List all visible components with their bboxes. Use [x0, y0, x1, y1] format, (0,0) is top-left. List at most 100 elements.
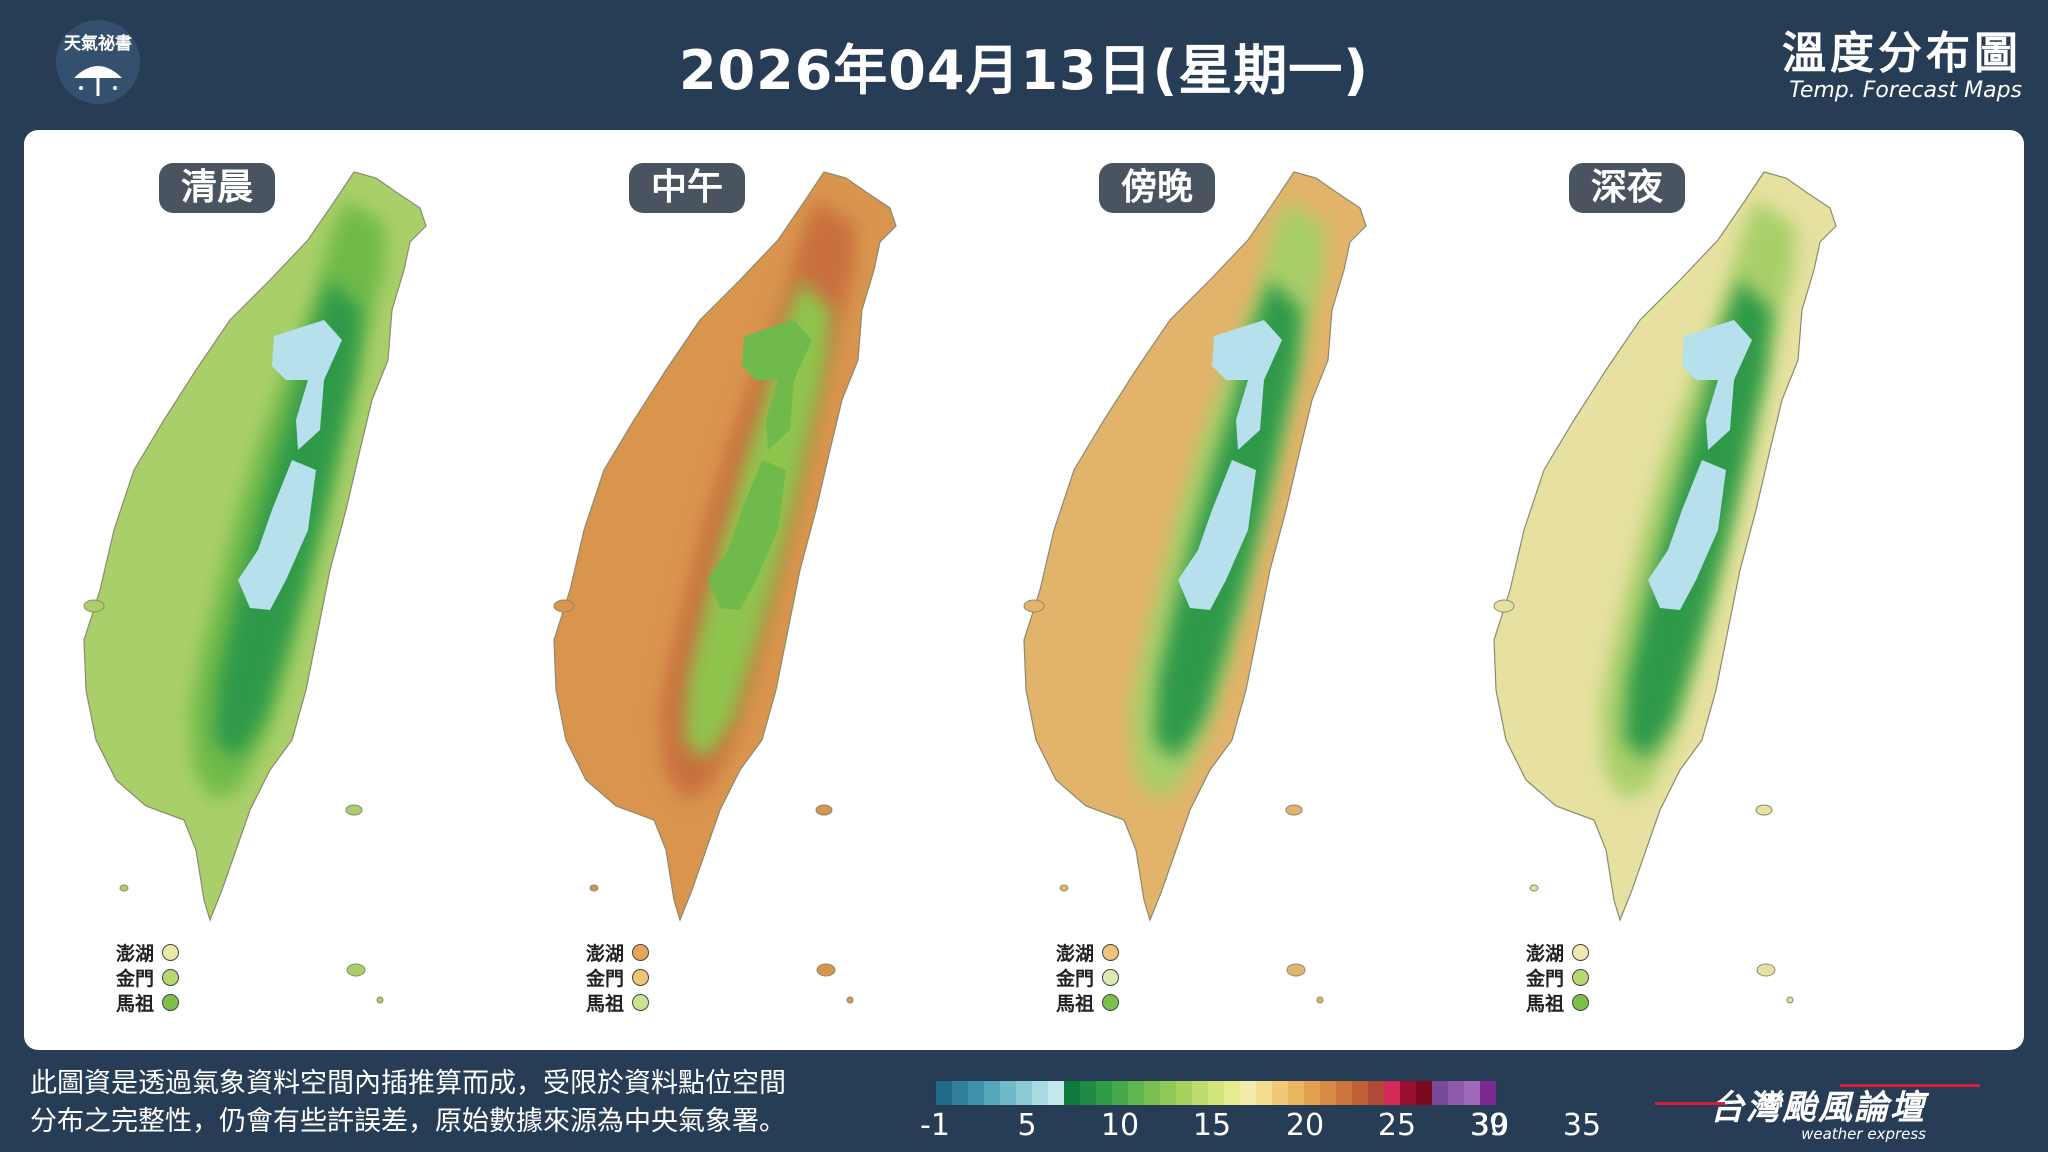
scale-swatch — [1384, 1081, 1400, 1105]
isle-dot — [632, 944, 650, 961]
taiwan-temperature-map — [83, 171, 427, 1004]
taiwan-temperature-map — [1023, 171, 1367, 1004]
isle-dot — [632, 994, 650, 1011]
mountain-cold-zone — [1178, 460, 1256, 610]
map-noon: 中午 澎湖 金門 馬祖 — [494, 130, 974, 1050]
disclaimer-line: 分布之完整性，仍會有些許誤差，原始數據來源為中央氣象署。 — [30, 1106, 786, 1137]
scale-swatch — [1048, 1081, 1064, 1105]
logo: 天氣祕書 — [56, 20, 140, 104]
isle-dot — [162, 994, 180, 1011]
isle-kinmen: 金門 — [1526, 965, 1590, 990]
temperature-zones — [660, 200, 856, 800]
scale-swatch — [1064, 1081, 1080, 1105]
scale-swatch — [968, 1081, 984, 1105]
outlying-islands-legend: 澎湖 金門 馬祖 — [586, 940, 650, 1015]
temperature-zones — [1130, 200, 1326, 800]
scale-swatch — [1224, 1081, 1240, 1105]
small-island — [83, 599, 105, 613]
scale-swatch — [1448, 1081, 1464, 1105]
small-island — [1493, 599, 1515, 613]
mountain-cold-zone — [238, 460, 316, 610]
temperature-zones — [190, 200, 386, 800]
outlying-islands-legend: 澎湖 金門 馬祖 — [1056, 940, 1120, 1015]
mountain-cold-zone — [1682, 320, 1752, 450]
scale-swatch — [1304, 1081, 1320, 1105]
isle-matsu: 馬祖 — [1526, 990, 1590, 1015]
umbrella-icon — [74, 65, 122, 96]
isle-dot — [1102, 944, 1120, 961]
isle-kinmen: 金門 — [586, 965, 650, 990]
scale-tick-label: 10 — [1100, 1108, 1140, 1143]
isle-dot — [1102, 969, 1120, 986]
small-island — [376, 996, 384, 1004]
small-island — [1286, 963, 1306, 977]
temperature-zones — [1600, 200, 1796, 800]
small-island — [1316, 996, 1324, 1004]
scale-swatch — [1320, 1081, 1336, 1105]
scale-swatch — [1096, 1081, 1112, 1105]
scale-tick-label: 5 — [1017, 1108, 1037, 1143]
color-scale-ticks: -1 5 10 15 20 25 30 35 39 — [920, 1106, 1601, 1143]
scale-swatch — [1192, 1081, 1208, 1105]
taiwan-temperature-map — [553, 171, 897, 1004]
isle-penghu: 澎湖 — [586, 940, 650, 965]
scale-swatch — [936, 1081, 952, 1105]
period-label: 深夜 — [1569, 163, 1686, 213]
scale-swatch — [1016, 1081, 1032, 1105]
scale-tick-label: 39 — [1469, 1108, 1509, 1143]
isle-matsu: 馬祖 — [1056, 990, 1120, 1015]
scale-swatch — [1000, 1081, 1016, 1105]
small-island — [1755, 804, 1773, 816]
scale-swatch — [1080, 1081, 1096, 1105]
scale-swatch — [1288, 1081, 1304, 1105]
period-label: 傍晚 — [1099, 163, 1216, 213]
outlying-islands-legend: 澎湖 金門 馬祖 — [116, 940, 180, 1015]
date-title: 2026年04月13日(星期一) — [679, 39, 1369, 102]
small-island — [119, 884, 129, 892]
scale-tick-label: 20 — [1285, 1108, 1325, 1143]
map-late-night: 深夜 澎湖 金門 馬祖 — [1434, 130, 1914, 1050]
scale-swatch — [1336, 1081, 1352, 1105]
isle-dot — [1572, 994, 1590, 1011]
small-island — [1059, 884, 1069, 892]
map-title-en: Temp. Forecast Maps — [1789, 78, 2022, 103]
scale-swatch — [1464, 1081, 1480, 1105]
isle-matsu: 馬祖 — [586, 990, 650, 1015]
isle-penghu: 澎湖 — [1056, 940, 1120, 965]
isle-dot — [1572, 969, 1590, 986]
scale-swatch — [952, 1081, 968, 1105]
small-island — [1285, 804, 1303, 816]
brand-sub: weather express — [1801, 1125, 1926, 1143]
scale-swatch — [1272, 1081, 1288, 1105]
scale-tick-label: -1 — [920, 1108, 950, 1143]
isle-dot — [632, 969, 650, 986]
isle-dot — [1102, 994, 1120, 1011]
small-island — [1756, 963, 1776, 977]
scale-swatch — [1208, 1081, 1224, 1105]
map-title: 溫度分布圖 Temp. Forecast Maps — [1782, 30, 2022, 104]
small-island — [816, 963, 836, 977]
outlying-islands-legend: 澎湖 金門 馬祖 — [1526, 940, 1590, 1015]
small-island — [1786, 996, 1794, 1004]
scale-tick-label: 15 — [1192, 1108, 1232, 1143]
isle-penghu: 澎湖 — [116, 940, 180, 965]
scale-tick-label: 30 — [1470, 1108, 1510, 1143]
small-island — [846, 996, 854, 1004]
scale-swatch — [1160, 1081, 1176, 1105]
disclaimer: 此圖資是透過氣象資料空間內插推算而成，受限於資料點位空間 分布之完整性，仍會有些… — [30, 1065, 786, 1141]
scale-swatch — [1352, 1081, 1368, 1105]
mountain-cold-zone — [272, 320, 342, 450]
period-label: 清晨 — [159, 163, 276, 213]
scale-swatch — [1112, 1081, 1128, 1105]
period-label: 中午 — [629, 163, 746, 213]
scale-tick-label: 25 — [1377, 1108, 1417, 1143]
temperature-color-scale: -1 5 10 15 20 25 30 35 39 — [920, 1080, 1601, 1143]
isle-penghu: 澎湖 — [1526, 940, 1590, 965]
mountain-cold-zone — [1648, 460, 1726, 610]
scale-swatch — [1480, 1081, 1496, 1105]
small-island — [1023, 599, 1045, 613]
scale-swatch — [1128, 1081, 1144, 1105]
taiwan-temperature-map — [1493, 171, 1837, 1004]
scale-swatch — [1256, 1081, 1272, 1105]
isle-dot — [162, 969, 180, 986]
